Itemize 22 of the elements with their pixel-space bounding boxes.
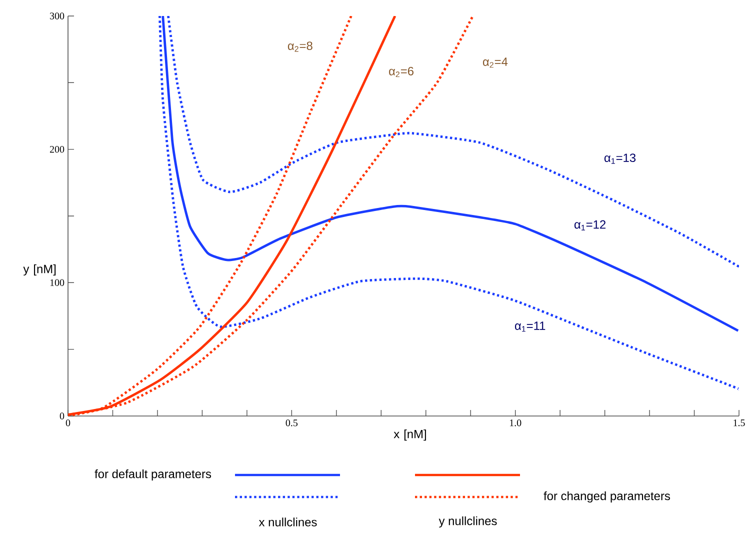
series-label: α$_{2}$=8 <box>288 42 312 52</box>
x-tick-label: 1.5 <box>734 420 745 426</box>
series-label: α$_{2}$=6 <box>389 66 414 78</box>
x-axis-title: x [nM] <box>394 430 426 441</box>
x-tick-label: 0 <box>66 420 70 426</box>
line-series <box>167 16 740 268</box>
y-tick-label: 300 <box>50 12 64 20</box>
x-tick-label: 0.5 <box>286 420 298 426</box>
x-tick-label: 1.0 <box>510 420 522 426</box>
y-tick-label: 0 <box>60 412 64 420</box>
line-series <box>158 16 740 391</box>
series-label: α$_{1}$=12 <box>574 220 606 230</box>
y-tick-label: 200 <box>50 146 64 153</box>
text: α$_{2}$=4 <box>482 58 508 68</box>
series-label: α$_{1}$=11 <box>514 322 546 332</box>
text: for changed parameters <box>544 491 670 503</box>
text: y nullclines <box>438 516 497 528</box>
text: x nullclines <box>258 518 317 526</box>
y-tick-label: 100 <box>50 279 64 286</box>
text: for default parameters <box>94 469 212 481</box>
text: α$_{1}$=13 <box>604 154 636 164</box>
y-axis-title: y [nM] <box>23 264 56 276</box>
